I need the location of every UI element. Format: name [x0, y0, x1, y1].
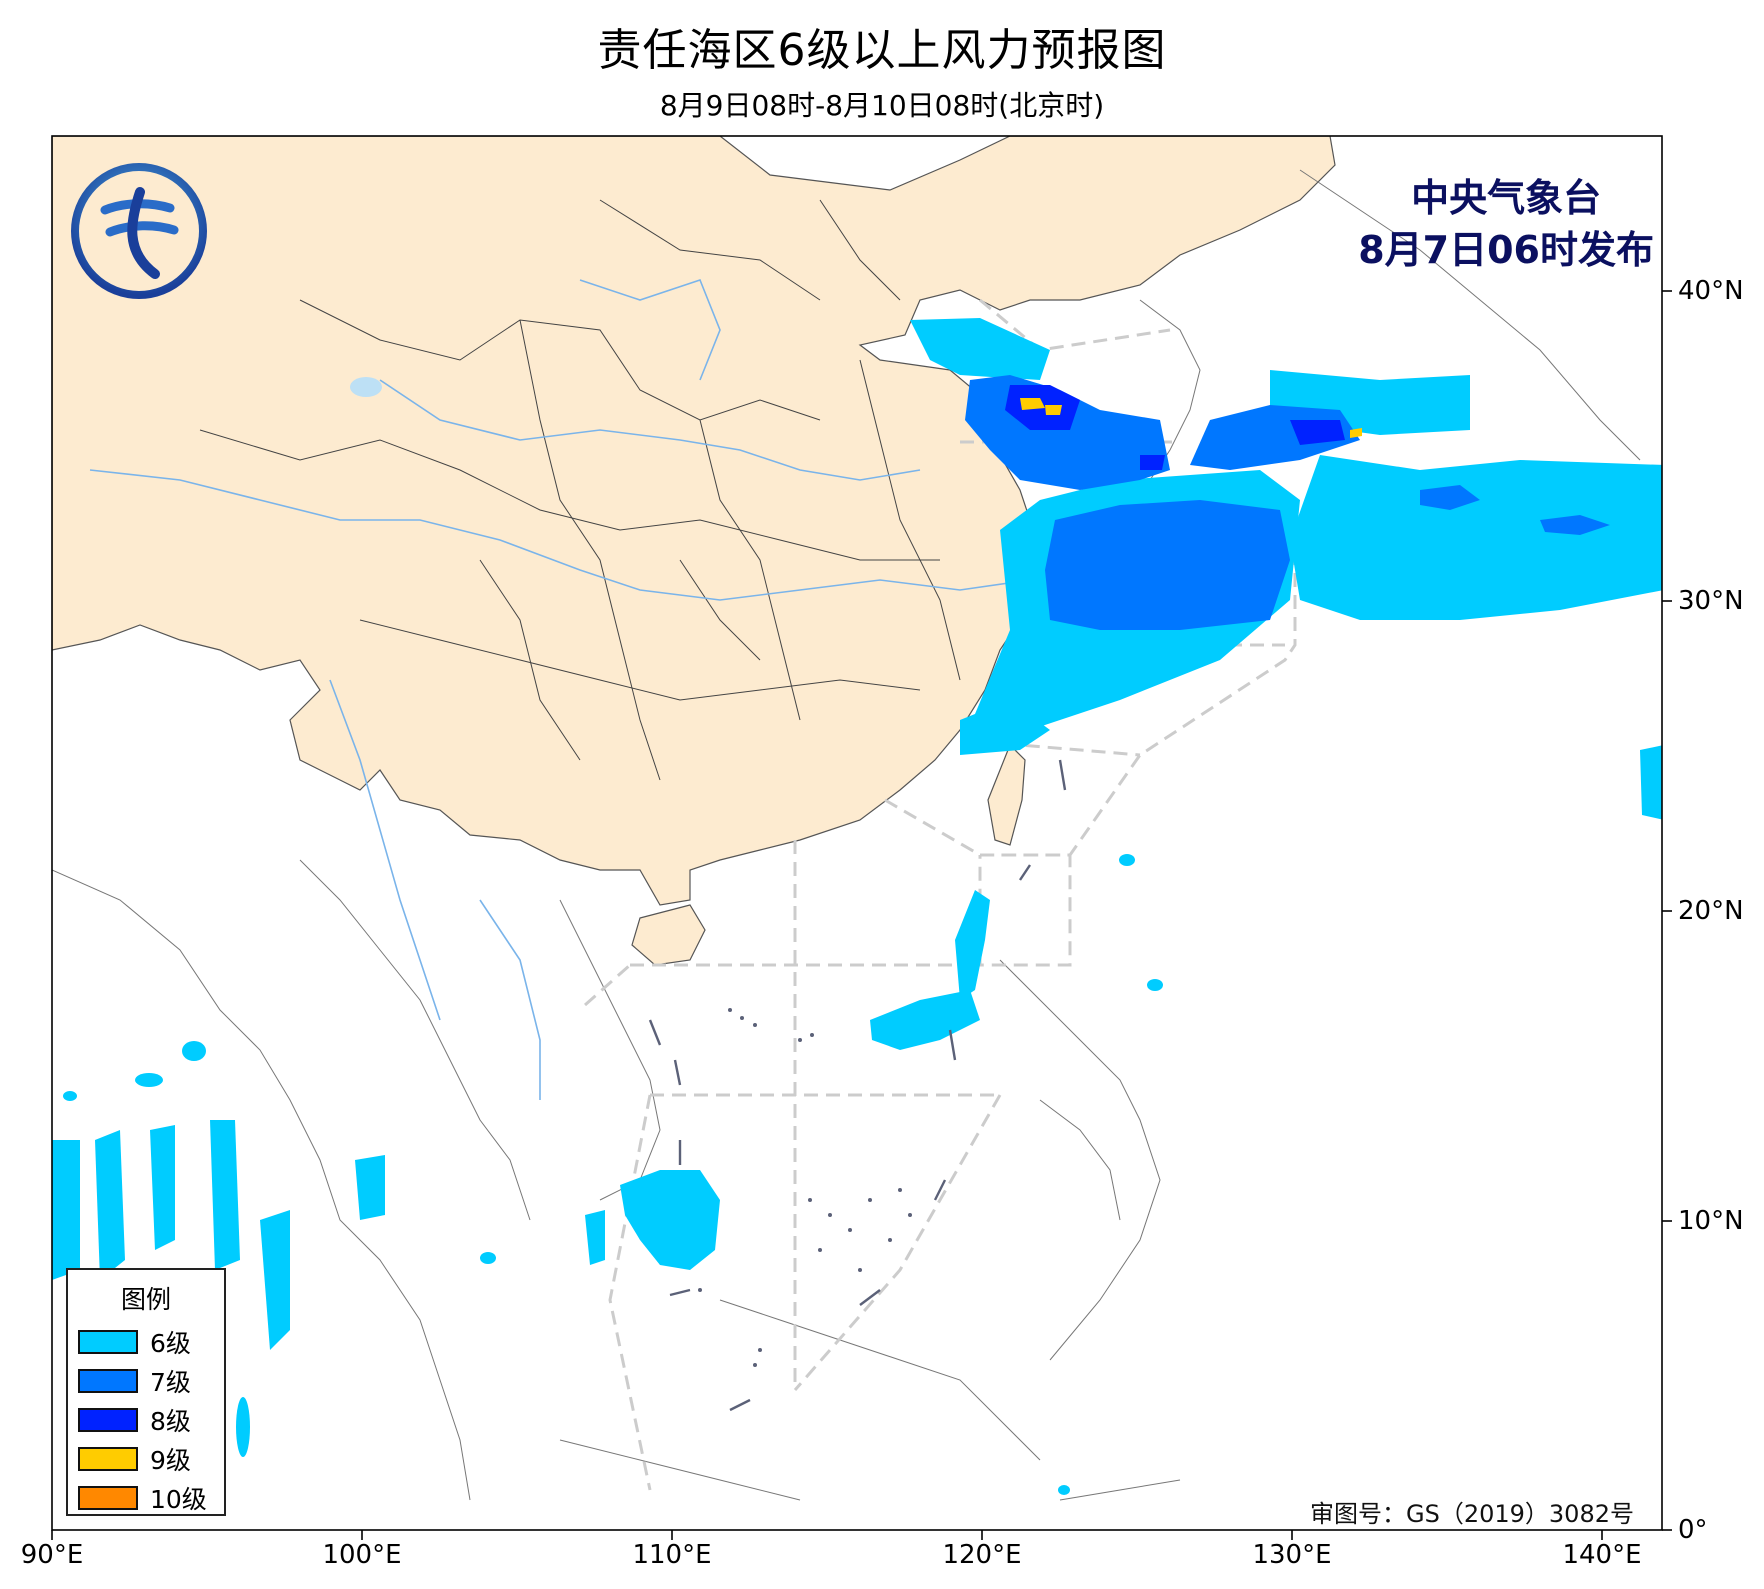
x-tick-label: 120°E: [942, 1540, 1022, 1570]
map-subtitle: 8月9日08时-8月10日08时(北京时): [659, 89, 1105, 122]
y-tick-label: 30°N: [1678, 586, 1744, 616]
legend-label: 6级: [150, 1328, 191, 1358]
issuer-name: 中央气象台: [1411, 176, 1602, 220]
y-tick-label: 20°N: [1678, 896, 1744, 926]
legend: 图例 6级 7级 8级 9级 10级: [66, 1268, 226, 1516]
legend-item: 7级: [68, 1361, 224, 1400]
y-tick-label: 10°N: [1678, 1206, 1744, 1236]
island-dots: [698, 1008, 912, 1367]
legend-item: 10级: [68, 1478, 224, 1517]
x-tick-label: 100°E: [322, 1540, 402, 1570]
legend-item: 8级: [68, 1400, 224, 1439]
x-tick-label: 90°E: [20, 1540, 84, 1570]
province-borders: [199, 199, 961, 781]
legend-item: 6级: [68, 1322, 224, 1361]
issuer-block: 中央气象台 8月7日06时发布: [1358, 172, 1654, 276]
y-tick-label: 40°N: [1678, 276, 1744, 306]
issue-time: 8月7日06时发布: [1358, 228, 1654, 272]
wind-force9-areas: [1020, 398, 1362, 438]
legend-swatch: [78, 1329, 138, 1354]
legend-item: 9级: [68, 1439, 224, 1478]
wind-force7-areas: [965, 375, 1610, 630]
legend-label: 7级: [150, 1367, 191, 1397]
cma-logo-icon: [71, 163, 207, 299]
y-tick-label: 0°: [1678, 1515, 1708, 1545]
legend-label: 9级: [150, 1445, 191, 1475]
legend-label: 8级: [150, 1406, 191, 1436]
x-tick-label: 140°E: [1562, 1540, 1642, 1570]
legend-swatch: [78, 1485, 138, 1510]
rivers: [89, 279, 1031, 1100]
map-title: 责任海区6级以上风力预报图: [597, 25, 1167, 76]
legend-swatch: [78, 1446, 138, 1471]
hainan-island: [631, 904, 706, 966]
legend-swatch: [78, 1407, 138, 1432]
x-tick-label: 110°E: [632, 1540, 712, 1570]
lake: [350, 377, 382, 397]
legend-title: 图例: [120, 1285, 171, 1314]
tick-marks: [51, 290, 1672, 1540]
legend-label: 10级: [150, 1484, 207, 1514]
legend-swatch: [78, 1368, 138, 1393]
x-tick-label: 130°E: [1252, 1540, 1332, 1570]
taiwan-island: [987, 743, 1026, 846]
map-frame: [51, 135, 1663, 1531]
south-sea-islands: [648, 759, 1067, 1412]
approval-number: 审图号：GS（2019）3082号: [1310, 1500, 1634, 1528]
